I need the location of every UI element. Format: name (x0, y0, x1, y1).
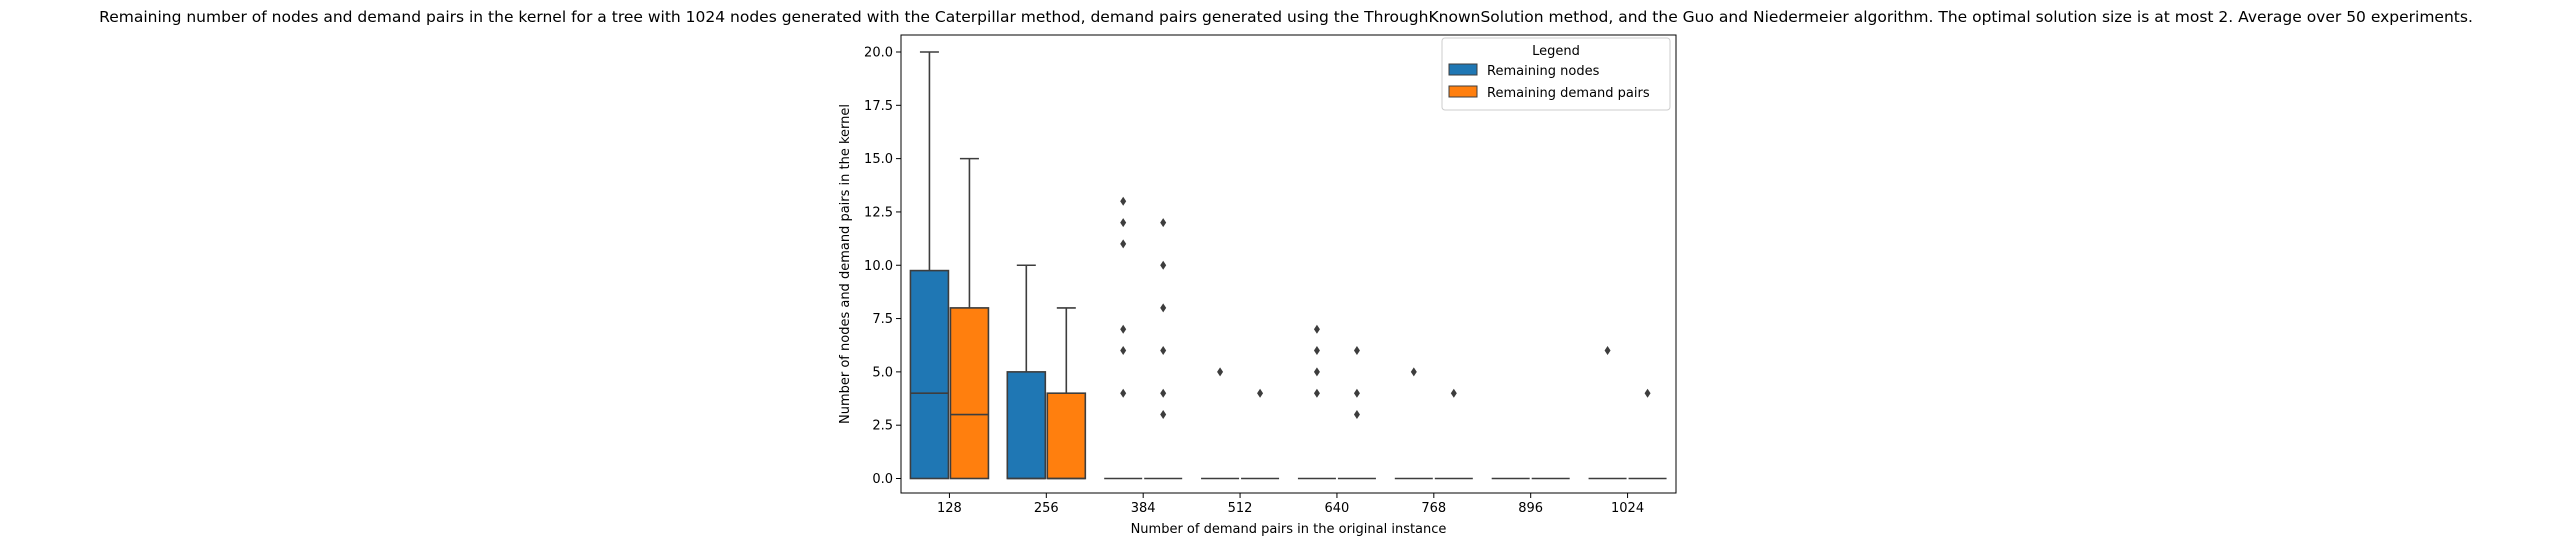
x-tick-label: 1024 (1611, 501, 1644, 516)
outlier-point (1313, 388, 1320, 398)
x-tick-label: 384 (1131, 501, 1156, 516)
outlier-point (1120, 218, 1127, 228)
box-remaining-demand-pairs-640 (1337, 346, 1376, 480)
outlier-point (1120, 239, 1127, 249)
box-remaining-nodes-512 (1201, 367, 1240, 480)
outlier-point (1353, 346, 1360, 356)
box-remaining-nodes-256 (1006, 264, 1047, 480)
x-axis: 128 256 384 512 640 768 896 1024 (937, 493, 1644, 516)
outlier-point (1160, 260, 1167, 270)
outlier-point (1353, 410, 1360, 420)
y-tick-label: 12.5 (864, 205, 893, 220)
y-axis: 0.0 2.5 5.0 7.5 10.0 12.5 15.0 17.5 20.0 (864, 46, 901, 487)
outlier-point (1120, 346, 1127, 356)
outlier-point (1313, 367, 1320, 377)
legend-label-remaining-demand-pairs: Remaining demand pairs (1487, 86, 1650, 101)
box-remaining-nodes-768 (1394, 367, 1433, 480)
box-remaining-nodes-128 (909, 51, 950, 480)
box-remaining-nodes-640 (1297, 324, 1336, 480)
y-tick-label: 15.0 (864, 152, 893, 167)
x-tick-label: 640 (1325, 501, 1350, 516)
outlier-point (1410, 367, 1417, 377)
outlier-point (1353, 388, 1360, 398)
legend-swatch-remaining-nodes (1448, 63, 1478, 76)
y-tick-label: 0.0 (872, 472, 893, 487)
box-remaining-demand-pairs-384 (1144, 218, 1183, 480)
x-axis-label: Number of demand pairs in the original i… (1131, 522, 1447, 537)
y-tick-label: 2.5 (872, 419, 893, 434)
box-remaining-demand-pairs-128 (949, 157, 990, 480)
box-iqr (1046, 392, 1087, 480)
outlier-point (1160, 303, 1167, 313)
outlier-point (1160, 346, 1167, 356)
box-remaining-demand-pairs-1024 (1628, 388, 1667, 480)
legend-label-remaining-nodes: Remaining nodes (1487, 64, 1600, 79)
y-axis-label: Number of nodes and demand pairs in the … (838, 104, 853, 424)
outlier-point (1160, 388, 1167, 398)
y-tick-label: 7.5 (872, 312, 893, 327)
outlier-point (1120, 324, 1127, 334)
outlier-point (1160, 218, 1167, 228)
outlier-point (1644, 388, 1651, 398)
y-tick-label: 10.0 (864, 259, 893, 274)
outlier-point (1604, 346, 1611, 356)
outlier-point (1120, 388, 1127, 398)
legend: Legend Remaining nodes Remaining demand … (1441, 37, 1671, 111)
box-iqr (1006, 371, 1047, 480)
box-plot-series (909, 51, 1667, 480)
box-remaining-nodes-1024 (1588, 346, 1627, 480)
outlier-point (1217, 367, 1224, 377)
box-iqr (909, 269, 950, 480)
legend-swatch-remaining-demand-pairs (1448, 85, 1478, 98)
y-tick-label: 5.0 (872, 365, 893, 380)
legend-box (1441, 37, 1671, 111)
outlier-point (1450, 388, 1457, 398)
y-tick-label: 17.5 (864, 99, 893, 114)
box-remaining-demand-pairs-768 (1434, 388, 1473, 480)
box-remaining-demand-pairs-512 (1241, 388, 1280, 480)
outlier-point (1160, 410, 1167, 420)
y-tick-label: 20.0 (864, 46, 893, 61)
x-tick-label: 512 (1228, 501, 1253, 516)
chart-title: Remaining number of nodes and demand pai… (99, 8, 2473, 26)
legend-title: Legend (1532, 44, 1580, 59)
box-remaining-demand-pairs-256 (1046, 307, 1087, 480)
outlier-point (1257, 388, 1264, 398)
box-iqr (949, 307, 990, 480)
x-tick-label: 128 (937, 501, 962, 516)
outlier-point (1120, 196, 1127, 206)
box-remaining-nodes-384 (1104, 196, 1143, 480)
x-tick-label: 896 (1518, 501, 1543, 516)
x-tick-label: 768 (1421, 501, 1446, 516)
outlier-point (1313, 346, 1320, 356)
outlier-point (1313, 324, 1320, 334)
x-tick-label: 256 (1034, 501, 1059, 516)
